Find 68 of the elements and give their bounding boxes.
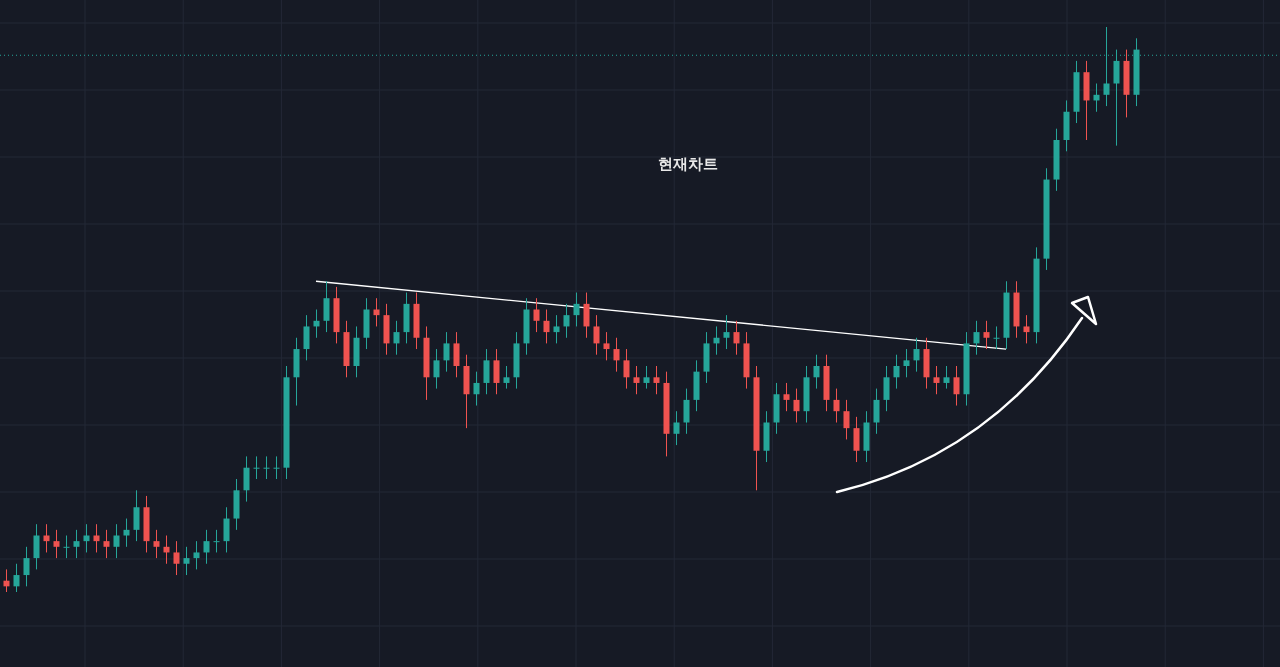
candlestick (223, 506, 230, 553)
candlestick (473, 371, 480, 407)
candlestick (893, 354, 900, 390)
candlestick (493, 348, 500, 395)
candlestick (173, 540, 180, 576)
candlestick (503, 365, 510, 390)
candlestick (733, 320, 740, 356)
candlestick (913, 337, 920, 373)
candlestick (643, 365, 650, 390)
candlestick (193, 540, 200, 570)
candlestick (183, 546, 190, 576)
candlestick (103, 529, 110, 559)
candlestick (243, 455, 250, 503)
candlestick (843, 399, 850, 440)
candlestick (203, 529, 210, 565)
candlestick (633, 365, 640, 395)
candlestick (903, 348, 910, 378)
candlestick (33, 523, 40, 570)
candlestick (813, 354, 820, 390)
candlestick (543, 309, 550, 344)
candlestick (303, 314, 310, 361)
text: 현재차트 (658, 155, 718, 173)
candlestick (673, 410, 680, 446)
candlestick (973, 320, 980, 356)
candlestick (943, 365, 950, 390)
candlestick (933, 365, 940, 395)
candlestick (13, 563, 20, 593)
candlestick (453, 331, 460, 378)
candlestick (603, 331, 610, 361)
candlestick (873, 388, 880, 435)
candlestick (623, 348, 630, 390)
candlestick (113, 523, 120, 559)
candlestick (433, 348, 440, 390)
candlestick (573, 292, 580, 327)
candlestick (443, 331, 450, 373)
candlestick (853, 416, 860, 463)
candlestick (723, 314, 730, 350)
candlestick (273, 455, 280, 480)
candlestick (993, 325, 1000, 350)
candlestick (1023, 314, 1030, 344)
candlestick (1113, 49, 1120, 147)
candlestick (883, 365, 890, 412)
candlestick (683, 388, 690, 435)
candlestick (483, 348, 490, 395)
candlestick (533, 297, 540, 333)
candlestick (593, 314, 600, 356)
candlestick (63, 535, 70, 559)
candlestick (833, 388, 840, 423)
candlestick (323, 280, 330, 333)
candlestick (783, 382, 790, 412)
candlestick (793, 388, 800, 423)
candlestick (253, 455, 260, 480)
candlestick (613, 337, 620, 373)
candlestick (153, 529, 160, 559)
candlestick (553, 314, 560, 344)
candlestick (393, 320, 400, 356)
candlestick (133, 489, 140, 542)
candlestick (123, 518, 130, 548)
candlestick (73, 529, 80, 559)
candlestick (953, 365, 960, 407)
candlestick (263, 455, 270, 480)
candlestick (653, 365, 660, 395)
candlestick (983, 320, 990, 350)
candlestick (563, 303, 570, 339)
candlestick (53, 529, 60, 559)
candlestick (213, 529, 220, 553)
candlestick (583, 292, 590, 339)
candlestick (23, 546, 30, 587)
